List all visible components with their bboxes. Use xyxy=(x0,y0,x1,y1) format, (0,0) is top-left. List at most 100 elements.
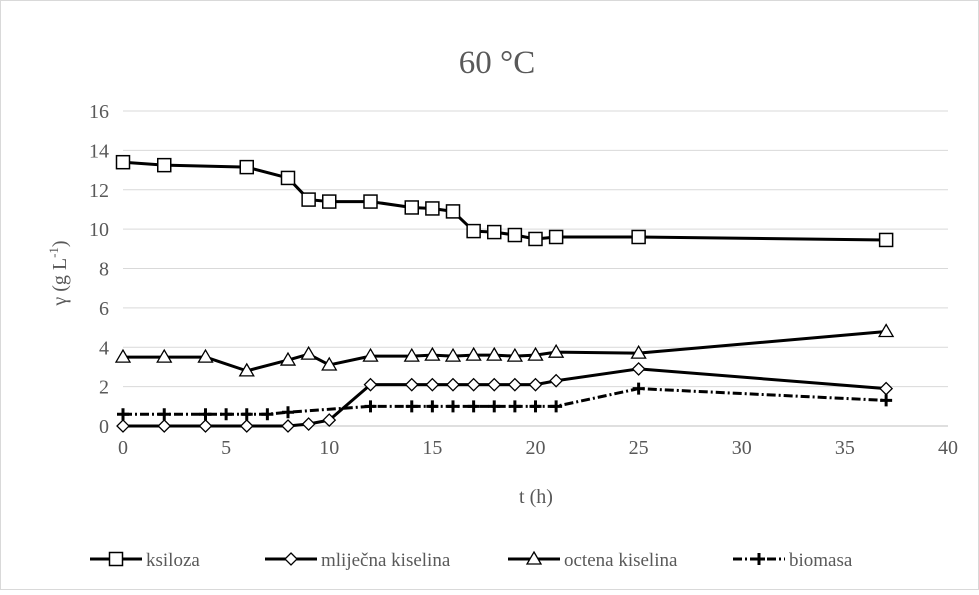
y-tick-16: 16 xyxy=(89,101,109,123)
series-0-point-1 xyxy=(157,157,172,173)
series-1-point-14 xyxy=(528,377,543,392)
series-3-point-3 xyxy=(220,408,233,421)
series-3-point-12 xyxy=(488,400,501,413)
series-0-point-13 xyxy=(528,231,543,247)
legend-marker-0 xyxy=(108,551,124,567)
series-0-point-3 xyxy=(280,170,296,186)
series-2-point-4 xyxy=(279,351,297,366)
series-1-point-11 xyxy=(466,377,481,392)
legend-label-3: biomasa xyxy=(789,550,853,571)
series-2-point-7 xyxy=(362,347,379,362)
y-tick-6: 6 xyxy=(99,298,109,320)
series-0 xyxy=(115,154,894,248)
y-tick-12: 12 xyxy=(89,180,109,202)
legend-item-3: biomasa xyxy=(733,550,853,571)
legend-item-2: octena kiselina xyxy=(508,550,678,571)
series-0-point-2 xyxy=(239,159,254,175)
y-tick-10: 10 xyxy=(89,219,109,241)
series-1-point-2 xyxy=(198,419,213,433)
series-2-point-11 xyxy=(465,346,482,361)
series-3-point-15 xyxy=(550,400,563,413)
legend-label-1: mliječna kiselina xyxy=(321,550,451,571)
legend-marker-1 xyxy=(284,552,298,566)
series-2-point-3 xyxy=(238,362,255,377)
series-0-point-9 xyxy=(445,204,461,219)
series-1-point-3 xyxy=(239,419,254,433)
y-tick-14: 14 xyxy=(89,140,109,162)
gridlines xyxy=(123,110,948,427)
series-0-point-14 xyxy=(548,229,564,245)
series-1-point-12 xyxy=(487,377,502,392)
x-tick-25: 25 xyxy=(629,437,649,459)
y-axis-label: γ (g L-1) xyxy=(46,240,71,306)
series-1-point-5 xyxy=(301,417,316,431)
series-3-point-9 xyxy=(426,400,439,413)
series-1-point-13 xyxy=(507,377,522,392)
series-0-point-6 xyxy=(363,194,378,209)
series-2-point-16 xyxy=(630,344,647,359)
series-0-point-5 xyxy=(322,194,337,209)
series-3-point-10 xyxy=(447,400,459,413)
series-3-point-8 xyxy=(405,400,418,413)
y-tick-labels: 0 2 4 6 8 10 12 14 16 xyxy=(89,101,109,438)
y-tick-4: 4 xyxy=(99,337,109,359)
series-1 xyxy=(116,361,894,433)
chart-title: 60 °C xyxy=(459,45,535,81)
x-tick-10: 10 xyxy=(319,437,339,459)
series-3-point-7 xyxy=(364,400,377,413)
series-1-point-7 xyxy=(363,377,378,392)
series-2-point-14 xyxy=(527,346,544,361)
legend: ksiloza mliječna kiselina octena kiselina b… xyxy=(90,550,853,571)
series-3-point-5 xyxy=(261,408,274,421)
series-1-point-1 xyxy=(157,419,172,433)
y-tick-2: 2 xyxy=(99,377,109,399)
legend-marker-3 xyxy=(753,553,765,565)
series-0-point-10 xyxy=(466,223,481,239)
series-2-point-1 xyxy=(156,348,173,363)
x-tick-30: 30 xyxy=(732,437,752,459)
series-2-point-17 xyxy=(877,323,895,338)
series-2-point-0 xyxy=(114,348,132,363)
y-axis-label-group: γ (g L-1) xyxy=(46,240,71,306)
series-0-point-7 xyxy=(404,200,419,215)
series-2-point-6 xyxy=(321,356,338,371)
series-1-point-9 xyxy=(425,377,440,392)
series-1-point-0 xyxy=(116,419,130,433)
series-3-point-13 xyxy=(508,400,521,413)
y-tick-8: 8 xyxy=(99,259,109,281)
series-3-point-11 xyxy=(467,400,480,413)
x-tick-35: 35 xyxy=(835,437,855,459)
series-2-point-2 xyxy=(197,348,214,363)
data-series xyxy=(114,154,895,433)
series-3-point-1 xyxy=(158,408,171,421)
series-1-point-8 xyxy=(404,377,419,392)
series-2-point-15 xyxy=(547,343,565,358)
series-0-point-8 xyxy=(425,201,440,216)
legend-item-0: ksiloza xyxy=(90,550,200,571)
series-0-point-12 xyxy=(507,227,523,243)
series-3-point-4 xyxy=(240,408,253,421)
y-axis-label-main: γ (g L xyxy=(49,258,71,307)
legend-item-1: mliječna kiselina xyxy=(265,550,451,571)
series-2-point-8 xyxy=(403,347,420,362)
series-2-point-13 xyxy=(506,347,524,362)
series-3-point-17 xyxy=(880,394,893,407)
series-2-point-9 xyxy=(424,346,441,361)
series-1-point-4 xyxy=(281,419,295,433)
y-axis-label-sup: -1 xyxy=(46,247,61,258)
series-2-point-10 xyxy=(444,347,462,362)
series-3 xyxy=(117,382,893,421)
series-3-point-6 xyxy=(282,406,294,419)
legend-label-0: ksiloza xyxy=(146,550,200,571)
legend-label-2: octena kiselina xyxy=(564,550,678,571)
series-1-point-10 xyxy=(446,377,460,392)
x-tick-labels: 0 5 10 15 20 25 30 35 40 xyxy=(118,437,958,459)
x-tick-40: 40 xyxy=(938,437,958,459)
series-2-point-5 xyxy=(300,345,317,360)
series-0-point-11 xyxy=(487,224,502,240)
x-tick-15: 15 xyxy=(422,437,442,459)
series-0-point-4 xyxy=(301,192,316,207)
series-3-point-2 xyxy=(199,408,212,421)
